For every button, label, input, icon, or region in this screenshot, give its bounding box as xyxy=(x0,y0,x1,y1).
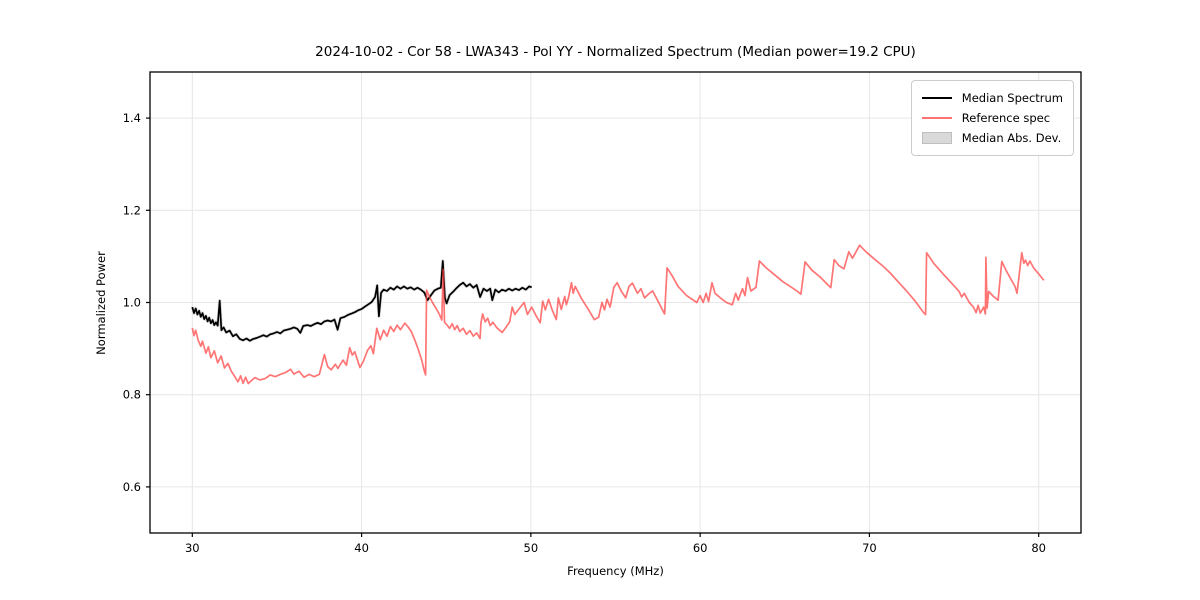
salmon-line-swatch xyxy=(921,117,952,119)
x-axis-label: Frequency (MHz) xyxy=(567,564,664,578)
y-tick-label: 1.2 xyxy=(123,203,141,217)
x-tick-label: 70 xyxy=(862,541,877,555)
reference-spec-line xyxy=(191,244,1045,385)
legend-item-median-spectrum: Median Spectrum xyxy=(921,88,1063,108)
y-tick-label: 1.4 xyxy=(123,111,141,125)
y-tick-label: 0.8 xyxy=(123,388,141,402)
page-title: 2024-10-02 - Cor 58 - LWA343 - Pol YY - … xyxy=(315,44,916,60)
legend-label: Median Abs. Dev. xyxy=(961,131,1062,145)
legend-label: Reference spec xyxy=(961,111,1051,125)
x-tick-label: 80 xyxy=(1031,541,1046,555)
median-spectrum-line xyxy=(191,260,532,342)
x-tick-label: 50 xyxy=(524,541,539,555)
legend-label: Median Spectrum xyxy=(961,91,1063,105)
legend-item-median-abs-dev: Median Abs. Dev. xyxy=(921,128,1063,148)
x-tick-label: 40 xyxy=(354,541,369,555)
y-tick-label: 0.6 xyxy=(123,480,141,494)
y-tick-label: 1.0 xyxy=(123,296,141,310)
legend-item-reference-spec: Reference spec xyxy=(921,108,1063,128)
gray-patch-swatch xyxy=(921,132,952,144)
y-axis-label: Normalized Power xyxy=(94,251,108,355)
x-tick-label: 30 xyxy=(185,541,200,555)
black-line-swatch xyxy=(921,97,952,99)
legend: Median Spectrum Reference spec Median Ab… xyxy=(910,80,1074,156)
x-tick-label: 60 xyxy=(693,541,708,555)
